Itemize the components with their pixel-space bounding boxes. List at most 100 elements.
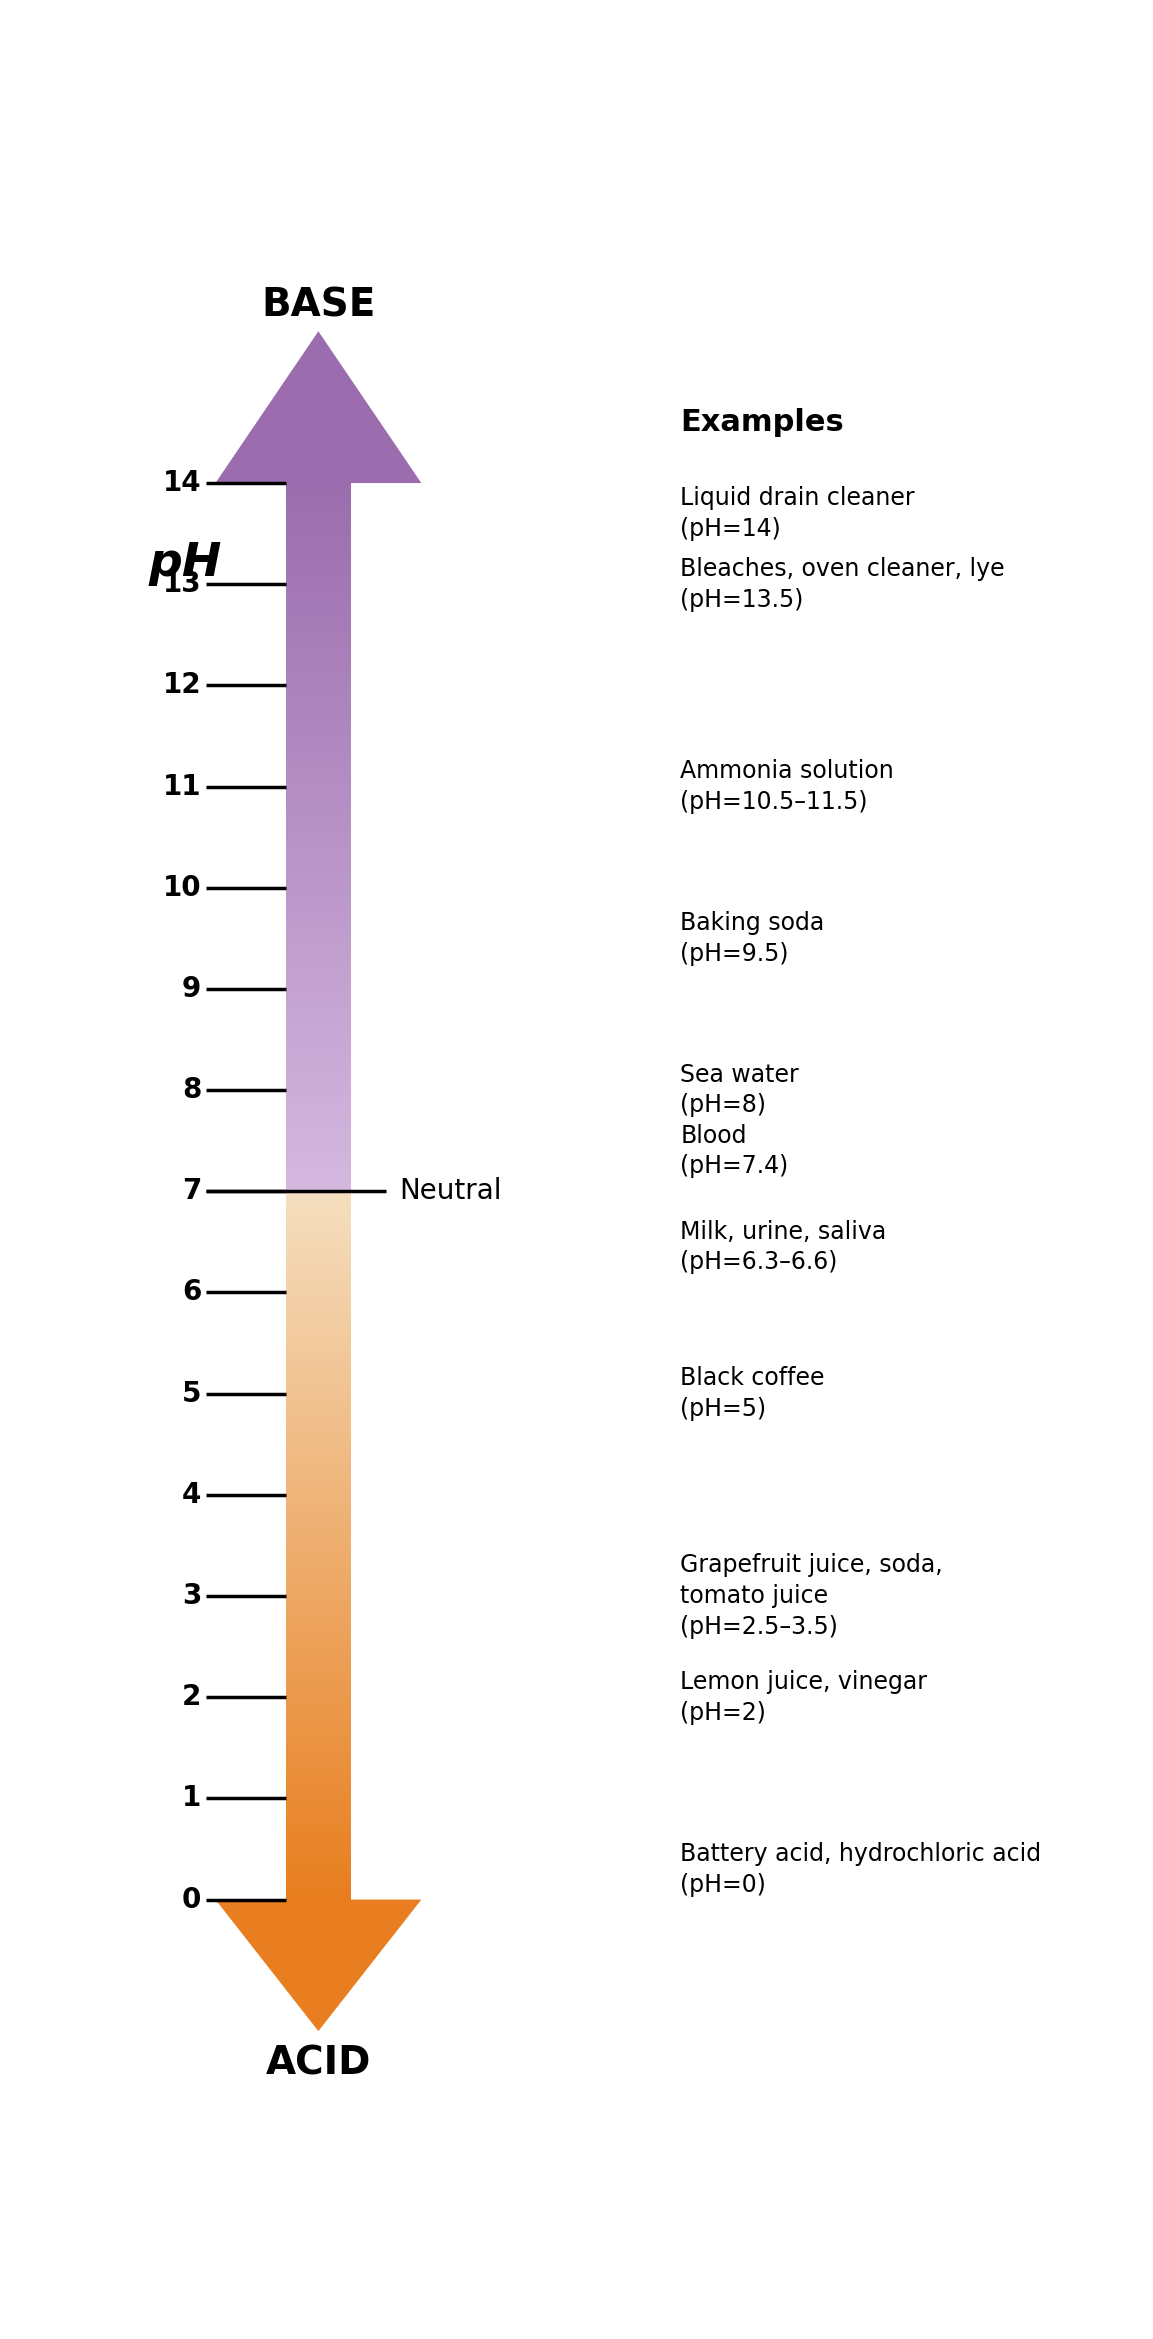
Text: ACID: ACID <box>265 2044 371 2082</box>
Bar <box>286 1871 351 1876</box>
Bar <box>286 692 351 695</box>
Bar <box>286 774 351 777</box>
Bar <box>286 1836 351 1838</box>
Bar <box>286 491 351 494</box>
Bar <box>286 1719 351 1722</box>
Text: Neutral: Neutral <box>400 1177 503 1205</box>
Bar <box>286 1212 351 1216</box>
Bar <box>286 615 351 617</box>
Bar <box>286 858 351 863</box>
Bar <box>286 1698 351 1700</box>
Bar <box>286 933 351 936</box>
Bar <box>286 1305 351 1308</box>
Bar <box>286 1478 351 1481</box>
Bar <box>286 1504 351 1506</box>
Bar <box>286 1684 351 1686</box>
Bar <box>286 664 351 667</box>
Bar <box>286 1736 351 1740</box>
Bar <box>286 1712 351 1714</box>
Bar <box>286 1401 351 1403</box>
Bar <box>286 1237 351 1242</box>
Bar <box>286 1885 351 1890</box>
Bar <box>286 1223 351 1226</box>
Bar <box>286 1569 351 1574</box>
Bar <box>286 1642 351 1644</box>
Bar <box>286 1511 351 1513</box>
Bar <box>286 1333 351 1336</box>
Bar <box>286 1878 351 1883</box>
Bar <box>286 1527 351 1532</box>
Bar <box>286 1686 351 1691</box>
Bar <box>286 1726 351 1729</box>
Bar <box>286 1520 351 1525</box>
Bar <box>286 819 351 823</box>
Bar <box>286 1672 351 1677</box>
Bar <box>286 1838 351 1843</box>
Bar <box>286 1801 351 1803</box>
Bar <box>286 1067 351 1071</box>
Bar <box>286 982 351 987</box>
Bar <box>286 947 351 950</box>
Bar <box>286 1291 351 1293</box>
Bar <box>286 1373 351 1375</box>
Bar <box>286 1605 351 1609</box>
Bar <box>286 720 351 723</box>
Bar <box>286 1060 351 1064</box>
Bar <box>286 1850 351 1852</box>
Bar <box>286 755 351 760</box>
Bar <box>286 851 351 854</box>
Bar <box>286 1794 351 1796</box>
Text: Milk, urine, saliva
(pH=6.3–6.6): Milk, urine, saliva (pH=6.3–6.6) <box>680 1219 887 1275</box>
Bar <box>286 512 351 515</box>
Text: 13: 13 <box>163 571 202 599</box>
Bar <box>286 1722 351 1726</box>
Bar <box>286 879 351 884</box>
Bar <box>286 1436 351 1438</box>
Bar <box>286 1043 351 1046</box>
Bar <box>286 1053 351 1057</box>
Bar <box>286 1492 351 1497</box>
Bar <box>286 1490 351 1492</box>
Bar <box>286 1780 351 1782</box>
Bar <box>286 1057 351 1060</box>
Bar <box>286 1864 351 1869</box>
Bar <box>286 1691 351 1693</box>
Bar <box>286 1775 351 1780</box>
Bar <box>286 519 351 522</box>
Bar <box>286 1670 351 1672</box>
Bar <box>286 1244 351 1249</box>
Bar <box>286 840 351 844</box>
Bar <box>286 1499 351 1504</box>
Polygon shape <box>216 332 421 484</box>
Bar <box>286 1258 351 1263</box>
Bar <box>286 1118 351 1120</box>
Bar <box>286 1707 351 1712</box>
Text: Liquid drain cleaner
(pH=14): Liquid drain cleaner (pH=14) <box>680 487 914 540</box>
Bar <box>286 893 351 898</box>
Bar <box>286 1609 351 1612</box>
Bar <box>286 1759 351 1761</box>
Text: 7: 7 <box>182 1177 202 1205</box>
Bar <box>286 1453 351 1457</box>
Bar <box>286 964 351 968</box>
Bar <box>286 922 351 926</box>
Bar <box>286 536 351 540</box>
Bar <box>286 667 351 671</box>
Bar <box>286 1831 351 1836</box>
Bar <box>286 1829 351 1831</box>
Bar <box>286 550 351 554</box>
Bar <box>286 812 351 816</box>
Bar <box>286 1219 351 1223</box>
Bar <box>286 709 351 713</box>
Bar <box>286 1497 351 1499</box>
Bar <box>286 954 351 957</box>
Bar <box>286 1789 351 1794</box>
Bar <box>286 508 351 512</box>
Bar <box>286 1852 351 1857</box>
Bar <box>286 1312 351 1315</box>
Bar <box>286 1001 351 1003</box>
Bar <box>286 1008 351 1010</box>
Bar <box>286 908 351 912</box>
Bar <box>286 543 351 547</box>
Bar <box>286 657 351 660</box>
